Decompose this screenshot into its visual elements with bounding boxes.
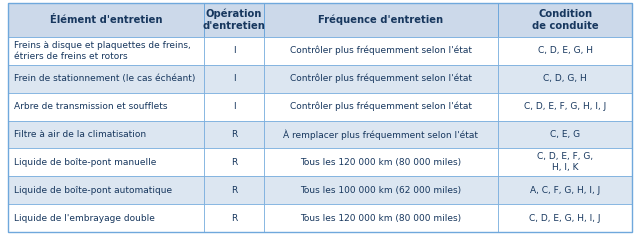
Text: Frein de stationnement (le cas échéant): Frein de stationnement (le cas échéant) [14,74,195,83]
Text: I: I [233,74,236,83]
Text: C, D, E, F, G, H, I, J: C, D, E, F, G, H, I, J [524,102,606,111]
Bar [498,93,632,121]
Text: Liquide de boîte-pont manuelle: Liquide de boîte-pont manuelle [14,158,156,167]
Bar [204,121,264,149]
Text: R: R [231,158,237,167]
Text: Opération
d'entretien: Opération d'entretien [203,8,266,31]
Bar [8,93,204,121]
Bar [498,121,632,149]
Text: C, D, G, H: C, D, G, H [543,74,587,83]
Bar [204,65,264,93]
Text: Freins à disque et plaquettes de freins,
étriers de freins et rotors: Freins à disque et plaquettes de freins,… [14,41,191,61]
Text: Contrôler plus fréquemment selon l'état: Contrôler plus fréquemment selon l'état [290,46,472,55]
Bar [8,149,204,176]
Bar [264,204,498,232]
Bar [264,149,498,176]
Text: C, D, E, G, H, I, J: C, D, E, G, H, I, J [529,214,601,223]
Bar [8,204,204,232]
Text: A, C, F, G, H, I, J: A, C, F, G, H, I, J [530,186,600,195]
Text: Élément d'entretien: Élément d'entretien [50,15,163,25]
Text: C, E, G: C, E, G [550,130,580,139]
Bar [264,65,498,93]
Bar [204,3,264,37]
Bar [8,37,204,65]
Text: I: I [233,102,236,111]
Text: Arbre de transmission et soufflets: Arbre de transmission et soufflets [14,102,168,111]
Bar [264,176,498,204]
Bar [498,149,632,176]
Bar [498,204,632,232]
Text: Liquide de boîte-pont automatique: Liquide de boîte-pont automatique [14,186,172,195]
Bar [498,65,632,93]
Bar [204,93,264,121]
Text: C, D, E, G, H: C, D, E, G, H [538,46,593,55]
Text: Tous les 120 000 km (80 000 miles): Tous les 120 000 km (80 000 miles) [300,158,461,167]
Bar [204,37,264,65]
Text: Filtre à air de la climatisation: Filtre à air de la climatisation [14,130,146,139]
Text: Tous les 120 000 km (80 000 miles): Tous les 120 000 km (80 000 miles) [300,214,461,223]
Bar [264,121,498,149]
Bar [264,37,498,65]
Text: Liquide de l'embrayage double: Liquide de l'embrayage double [14,214,155,223]
Bar [498,176,632,204]
Text: Condition
de conduite: Condition de conduite [532,9,598,31]
Bar [498,3,632,37]
Text: Fréquence d'entretien: Fréquence d'entretien [318,15,444,25]
Bar [498,37,632,65]
Bar [8,65,204,93]
Text: I: I [233,46,236,55]
Text: R: R [231,214,237,223]
Bar [204,176,264,204]
Bar [8,121,204,149]
Text: Contrôler plus fréquemment selon l'état: Contrôler plus fréquemment selon l'état [290,74,472,83]
Text: Contrôler plus fréquemment selon l'état: Contrôler plus fréquemment selon l'état [290,102,472,111]
Bar [264,93,498,121]
Text: À remplacer plus fréquemment selon l'état: À remplacer plus fréquemment selon l'éta… [284,129,479,140]
Bar [264,3,498,37]
Text: R: R [231,130,237,139]
Text: C, D, E, F, G,
H, I, K: C, D, E, F, G, H, I, K [537,152,593,172]
Text: R: R [231,186,237,195]
Bar [204,149,264,176]
Bar [8,176,204,204]
Bar [204,204,264,232]
Text: Tous les 100 000 km (62 000 miles): Tous les 100 000 km (62 000 miles) [300,186,461,195]
Bar [8,3,204,37]
